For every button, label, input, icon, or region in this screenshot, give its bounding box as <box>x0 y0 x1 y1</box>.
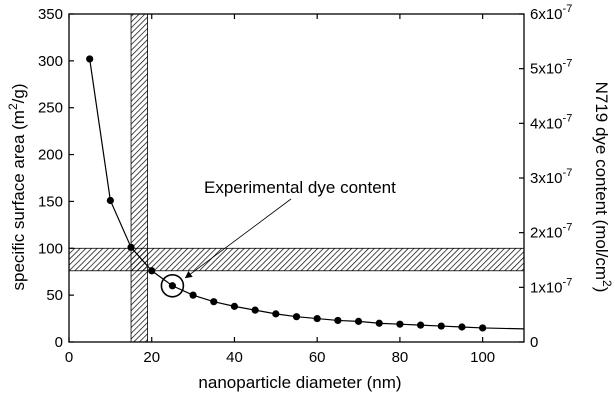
data-point <box>479 324 487 332</box>
y-left-tick-label: 100 <box>38 240 63 257</box>
y-left-tick-label: 150 <box>38 193 63 210</box>
data-point <box>106 196 114 205</box>
y-axis-right-label: N719 dye content (mol/cm2) <box>592 82 614 293</box>
y-axis-left-label: specific surface area (m2/g) <box>6 84 28 291</box>
x-tick-label: 20 <box>143 349 160 366</box>
data-point <box>251 306 259 314</box>
data-point <box>354 317 363 325</box>
vertical-band <box>130 13 148 343</box>
y-left-tick-label: 250 <box>38 100 63 117</box>
annotation-text: Experimental dye content <box>204 178 396 197</box>
x-tick-label: 80 <box>392 349 409 366</box>
annotation: Experimental dye content <box>160 178 396 298</box>
data-point <box>230 302 239 310</box>
x-tick-label: 0 <box>65 349 73 366</box>
data-point <box>86 55 94 63</box>
horizontal-band <box>68 247 525 272</box>
y-left-tick-label: 200 <box>38 147 63 164</box>
y-right-tick-label: 0 <box>530 334 538 351</box>
tick-labels: 0 20 40 60 80 100 0 50 100 150 200 250 300 350 0 1x10-7… <box>38 3 572 366</box>
y-left-tick-label: 300 <box>38 53 63 70</box>
data-point <box>416 321 425 329</box>
axis-ticks <box>68 13 524 343</box>
y-right-tick-label: 6x10-7 <box>530 3 572 23</box>
data-point <box>437 322 445 330</box>
data-point <box>396 320 404 328</box>
x-tick-label: 60 <box>309 349 326 366</box>
data-point <box>210 298 218 306</box>
data-point <box>334 316 342 325</box>
annotation-circle <box>160 273 185 298</box>
y-left-tick-label: 350 <box>38 6 63 23</box>
y-right-tick-label: 5x10-7 <box>530 58 572 78</box>
data-point <box>292 313 301 321</box>
data-point <box>168 282 177 290</box>
data-point <box>189 291 197 299</box>
x-axis-label: nanoparticle diameter (nm) <box>198 373 401 392</box>
y-right-tick-label: 2x10-7 <box>530 222 572 242</box>
x-tick-label: 40 <box>226 349 243 366</box>
data-point <box>127 243 135 251</box>
y-right-tick-label: 4x10-7 <box>530 112 572 132</box>
y-left-tick-label: 0 <box>55 334 63 351</box>
y-right-tick-label: 1x10-7 <box>530 276 572 296</box>
data-point <box>313 314 321 323</box>
data-points <box>86 55 487 332</box>
y-left-tick-label: 50 <box>46 287 63 304</box>
data-point <box>375 319 383 327</box>
data-point <box>458 323 466 331</box>
data-point <box>272 310 280 318</box>
x-tick-label: 100 <box>470 349 495 366</box>
data-point <box>148 267 156 275</box>
y-right-tick-label: 3x10-7 <box>530 167 572 187</box>
annotation-arrow <box>184 198 292 279</box>
